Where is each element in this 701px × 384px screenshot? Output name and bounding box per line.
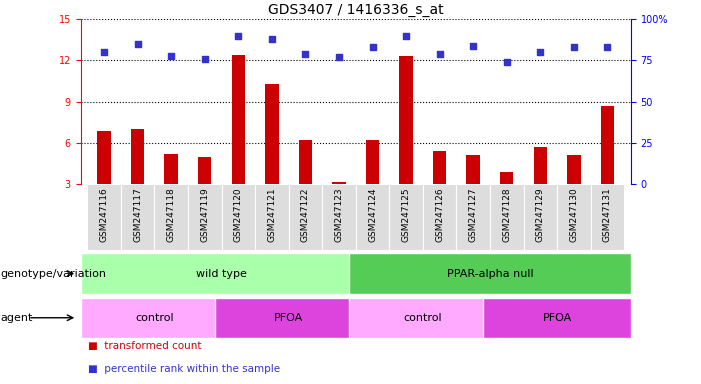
Point [400, 33, 411, 39]
FancyBboxPatch shape [557, 184, 591, 250]
Point [569, 44, 580, 50]
FancyBboxPatch shape [591, 184, 624, 250]
FancyBboxPatch shape [456, 184, 490, 250]
Text: GSM247120: GSM247120 [234, 188, 243, 242]
Text: ■  percentile rank within the sample: ■ percentile rank within the sample [88, 364, 280, 374]
FancyBboxPatch shape [222, 184, 255, 250]
Bar [601, 106, 614, 184]
Point [199, 56, 210, 62]
Bar [332, 182, 346, 184]
Bar [97, 131, 111, 184]
Text: GSM247124: GSM247124 [368, 188, 377, 242]
Bar [567, 156, 580, 184]
Text: GSM247126: GSM247126 [435, 188, 444, 242]
Text: GSM247116: GSM247116 [100, 188, 109, 242]
Bar [400, 56, 413, 184]
FancyBboxPatch shape [389, 184, 423, 250]
Text: PPAR-alpha null: PPAR-alpha null [447, 268, 533, 279]
Bar [366, 140, 379, 184]
Text: PFOA: PFOA [543, 313, 572, 323]
Bar [500, 172, 513, 184]
Text: control: control [404, 313, 442, 323]
Point [334, 54, 345, 60]
Point [165, 53, 177, 59]
Text: genotype/variation: genotype/variation [1, 268, 107, 279]
Bar [231, 55, 245, 184]
Bar [533, 147, 547, 184]
Point [468, 43, 479, 49]
FancyBboxPatch shape [423, 184, 456, 250]
Text: GSM247131: GSM247131 [603, 188, 612, 242]
Point [266, 36, 278, 42]
FancyBboxPatch shape [490, 184, 524, 250]
Text: GSM247117: GSM247117 [133, 188, 142, 242]
Bar [165, 154, 178, 184]
Bar [466, 156, 480, 184]
FancyBboxPatch shape [349, 253, 631, 294]
Point [300, 51, 311, 57]
Bar [198, 157, 212, 184]
FancyBboxPatch shape [88, 184, 121, 250]
FancyBboxPatch shape [215, 298, 362, 338]
FancyBboxPatch shape [81, 298, 229, 338]
FancyBboxPatch shape [355, 184, 389, 250]
FancyBboxPatch shape [188, 184, 222, 250]
Text: GSM247122: GSM247122 [301, 188, 310, 242]
FancyBboxPatch shape [322, 184, 355, 250]
FancyBboxPatch shape [289, 184, 322, 250]
FancyBboxPatch shape [154, 184, 188, 250]
Text: GSM247118: GSM247118 [167, 188, 176, 242]
Text: GSM247123: GSM247123 [334, 188, 343, 242]
Text: ■  transformed count: ■ transformed count [88, 341, 201, 351]
FancyBboxPatch shape [81, 253, 362, 294]
Title: GDS3407 / 1416336_s_at: GDS3407 / 1416336_s_at [268, 3, 444, 17]
Bar [131, 129, 144, 184]
Point [99, 49, 110, 55]
Text: GSM247127: GSM247127 [469, 188, 477, 242]
Bar [433, 151, 447, 184]
Text: PFOA: PFOA [274, 313, 304, 323]
Text: GSM247125: GSM247125 [402, 188, 411, 242]
Text: control: control [135, 313, 174, 323]
FancyBboxPatch shape [255, 184, 289, 250]
Text: GSM247128: GSM247128 [502, 188, 511, 242]
Point [601, 44, 613, 50]
Text: agent: agent [1, 313, 33, 323]
Point [132, 41, 143, 47]
FancyBboxPatch shape [524, 184, 557, 250]
Text: GSM247119: GSM247119 [200, 188, 210, 242]
Point [367, 44, 378, 50]
Bar [299, 140, 312, 184]
FancyBboxPatch shape [483, 298, 631, 338]
FancyBboxPatch shape [121, 184, 154, 250]
Point [501, 59, 512, 65]
Text: GSM247129: GSM247129 [536, 188, 545, 242]
Point [434, 51, 445, 57]
Text: GSM247130: GSM247130 [569, 188, 578, 242]
FancyBboxPatch shape [349, 298, 497, 338]
Text: GSM247121: GSM247121 [267, 188, 276, 242]
Text: wild type: wild type [196, 268, 247, 279]
Point [233, 33, 244, 39]
Point [535, 49, 546, 55]
Bar [265, 84, 278, 184]
